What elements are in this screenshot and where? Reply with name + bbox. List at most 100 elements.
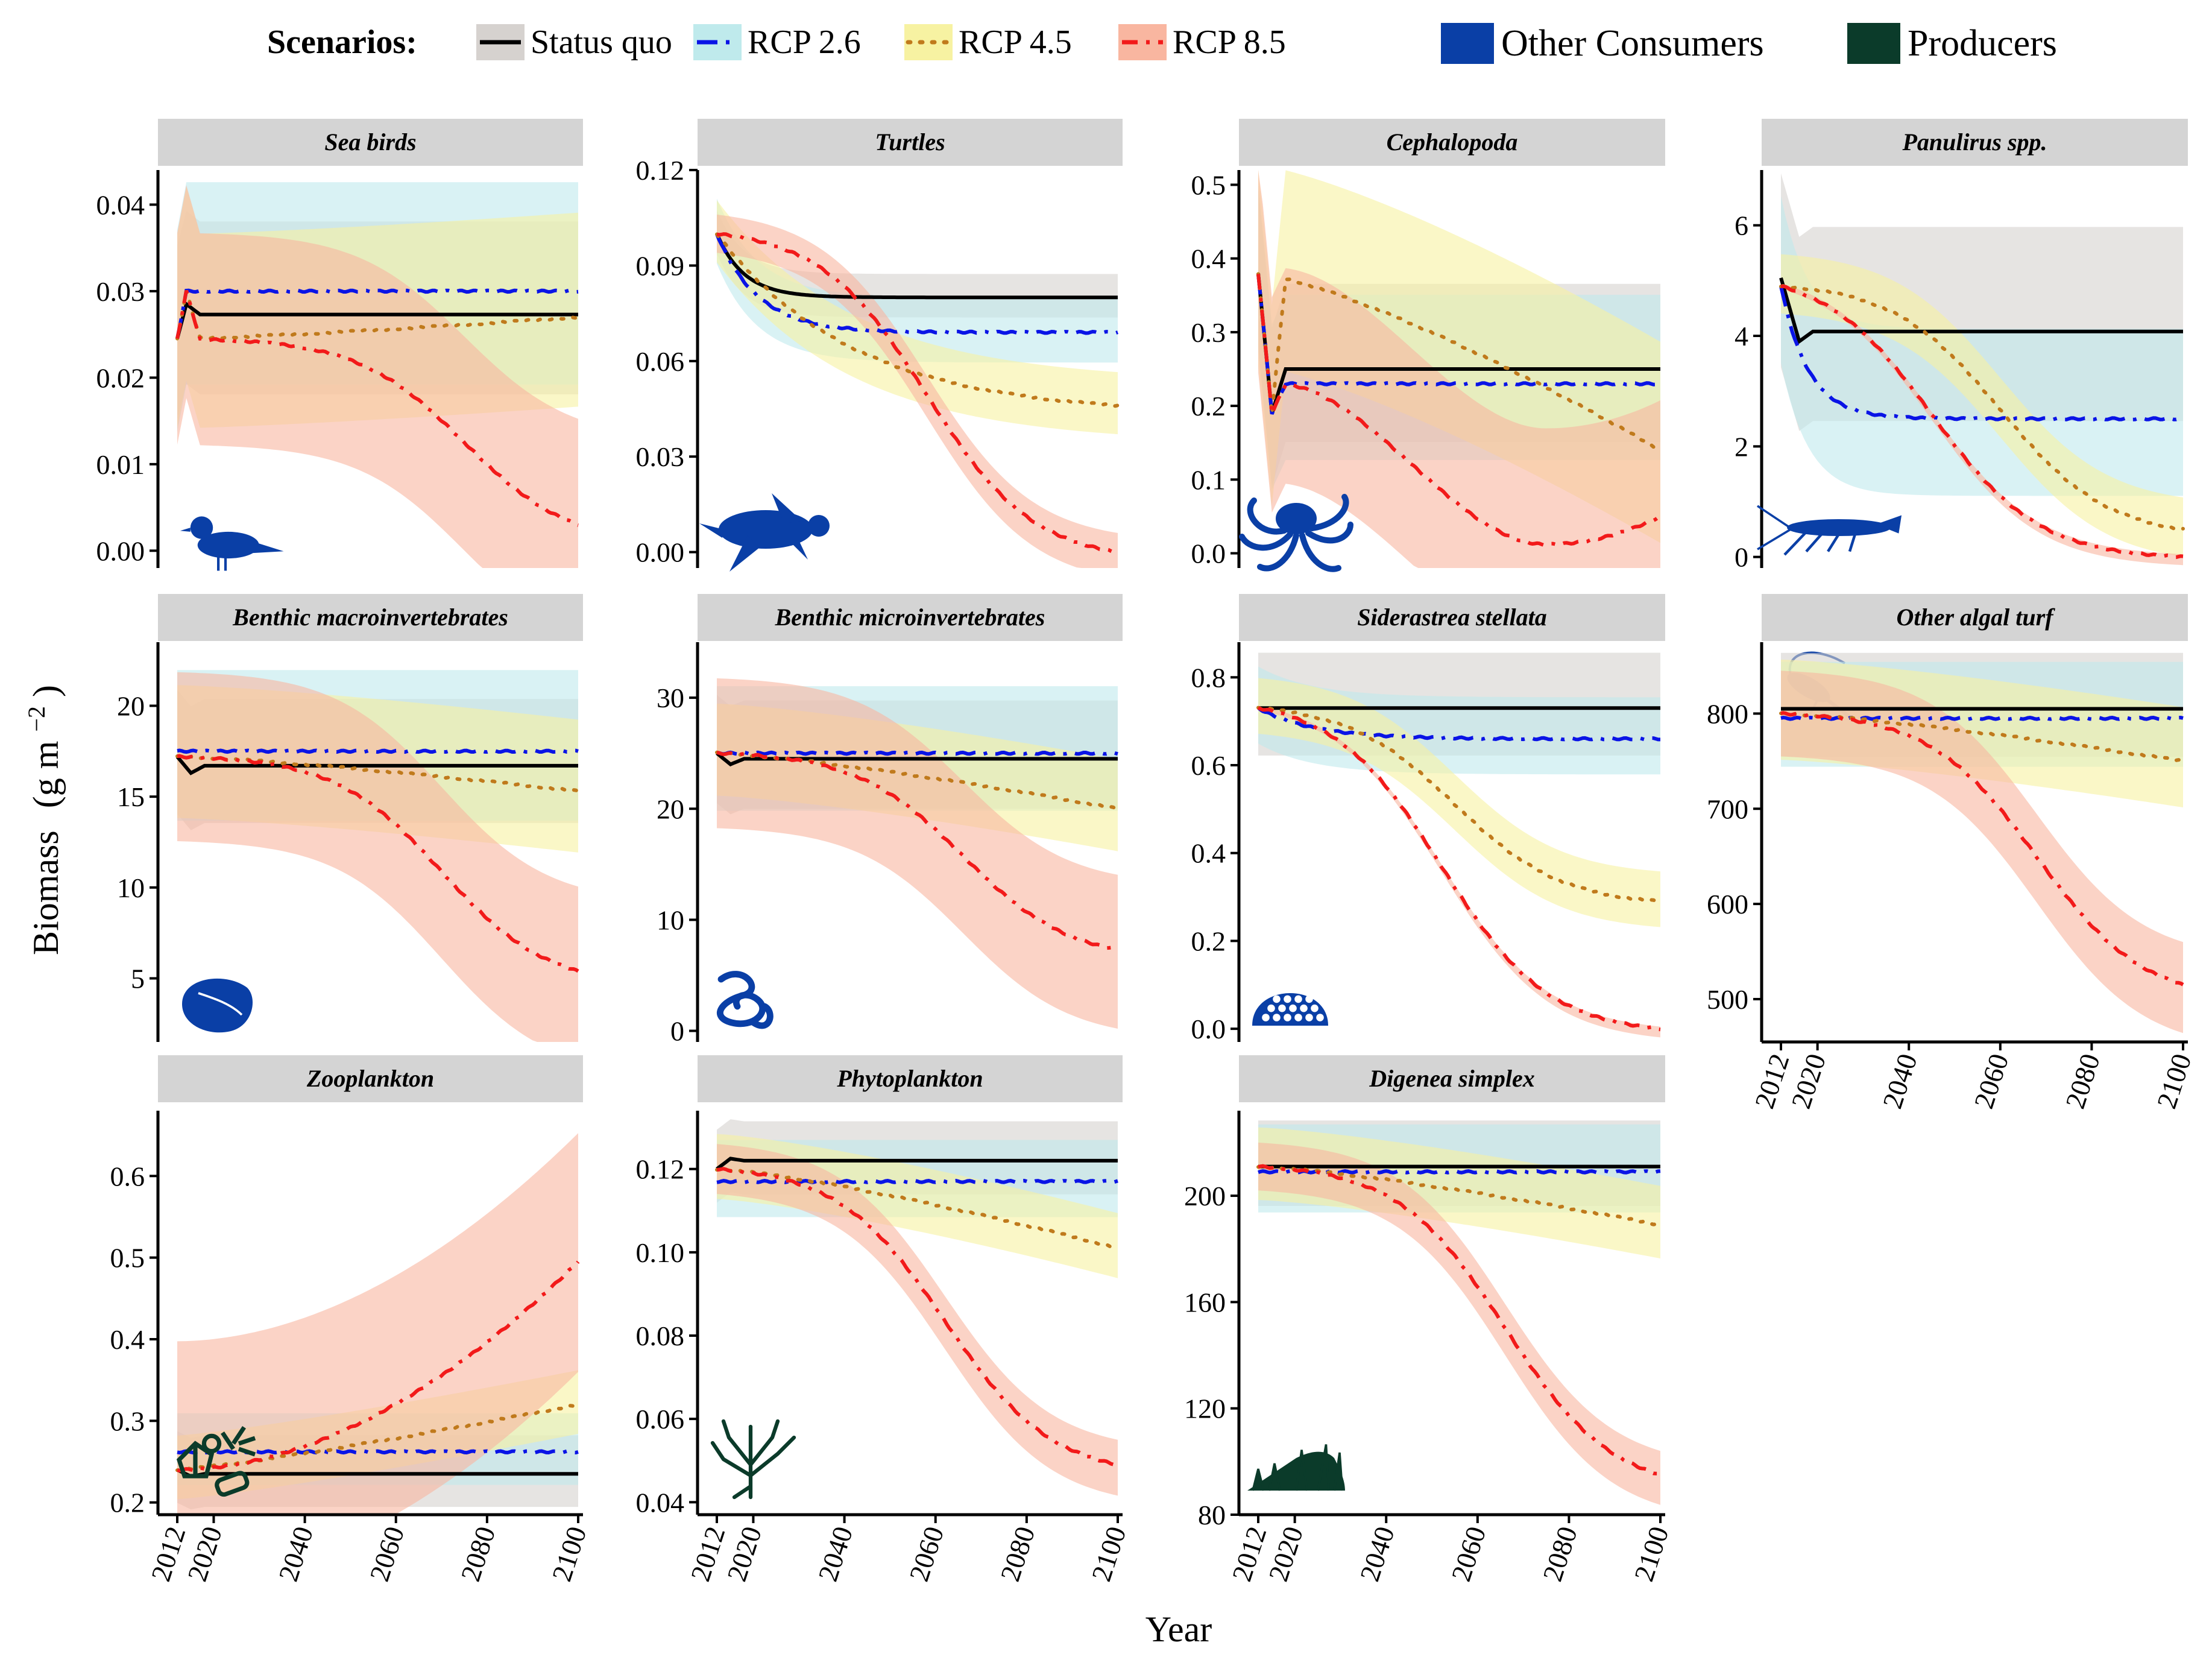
panel-header-siderastrea-stellata <box>1239 594 1665 641</box>
line-digenea-simplex-r45 <box>1256 1164 1662 1226</box>
line-benthic-macroinvertebrates-r26 <box>177 748 579 754</box>
band-panulirus-spp-r26 <box>1781 196 2183 496</box>
line-cephalopoda-sq <box>1256 273 1660 414</box>
band-turtles-r45 <box>717 200 1118 435</box>
line-siderastrea-stellata-r45 <box>1256 705 1662 904</box>
panel-header-turtles <box>698 119 1123 166</box>
panel-header-benthic-macroinvertebrates <box>158 594 583 641</box>
y-tick-label-cephalopoda: 0.2 <box>1191 391 1226 421</box>
y-tick-label-other-algal-turf: 800 <box>1707 698 1748 729</box>
panel-header-benthic-microinvertebrates <box>698 594 1123 641</box>
legend-group-producers: Producers <box>1847 23 2057 64</box>
panel-header-other-algal-turf <box>1762 594 2188 641</box>
y-tick-label-other-algal-turf: 500 <box>1707 984 1748 1015</box>
y-tick-label-siderastrea-stellata: 0.4 <box>1191 838 1226 869</box>
panel-title-benthic-macroinvertebrates: Benthic macroinvertebrates <box>232 604 508 631</box>
y-tick-label-benthic-microinvertebrates: 0 <box>670 1016 684 1047</box>
panel-title-siderastrea-stellata: Siderastrea stellata <box>1357 604 1546 631</box>
x-tick-label-zooplankton: 2060 <box>364 1523 410 1585</box>
algal-turf-icon <box>1246 1443 1346 1492</box>
y-tick-label-sea-birds: 0.01 <box>96 449 145 480</box>
x-tick-label-zooplankton: 2080 <box>455 1523 501 1585</box>
line-phytoplankton-r85 <box>716 1167 1118 1466</box>
panel-title-zooplankton: Zooplankton <box>306 1065 434 1092</box>
panel-siderastrea-stellata: Siderastrea stellata 0.0 0.2 0.4 0.6 0.8 <box>1191 594 1665 1044</box>
y-tick-label-benthic-macroinvertebrates: 10 <box>117 873 145 903</box>
line-sea-birds-r26 <box>175 288 579 339</box>
y-tick-label-digenea-simplex: 120 <box>1184 1393 1226 1424</box>
legend-group-consumers: Other Consumers <box>1441 23 1764 64</box>
y-tick-label-phytoplankton: 0.08 <box>636 1321 685 1351</box>
line-cephalopoda-r45 <box>1256 272 1662 452</box>
legend-item-r26: RCP 2.6 <box>693 24 861 61</box>
line-panulirus-spp-sq <box>1779 277 2183 345</box>
y-tick-label-digenea-simplex: 160 <box>1184 1287 1226 1318</box>
band-cephalopoda-r85 <box>1258 170 1660 568</box>
y-tick-label-cephalopoda: 0.1 <box>1191 464 1226 495</box>
y-tick-label-sea-birds: 0.02 <box>96 362 145 393</box>
band-phytoplankton-r85 <box>717 1144 1118 1496</box>
line-phytoplankton-sq <box>716 1157 1118 1171</box>
panel-panulirus-spp: Panulirus spp. 0 2 4 6 <box>1735 119 2188 573</box>
y-tick-label-phytoplankton: 0.12 <box>636 1154 685 1185</box>
octopus-icon <box>1242 497 1350 569</box>
panel-header-zooplankton <box>158 1055 583 1102</box>
y-axis-unit-exponent: −2 <box>23 706 50 732</box>
panel-header-digenea-simplex <box>1239 1055 1665 1102</box>
x-tick-label-other-algal-turf: 2080 <box>2059 1050 2106 1112</box>
line-phytoplankton-r45 <box>715 1166 1120 1250</box>
y-tick-label-turtles: 0.03 <box>636 441 685 472</box>
y-tick-label-other-algal-turf: 600 <box>1707 889 1748 920</box>
panel-title-turtles: Turtles <box>875 128 945 156</box>
y-tick-label-zooplankton: 0.4 <box>110 1324 145 1355</box>
line-other-algal-turf-r26 <box>1780 715 2184 721</box>
legend-group-producers-swatch <box>1847 23 1900 64</box>
x-tick-label-phytoplankton: 2040 <box>812 1523 859 1585</box>
y-tick-label-siderastrea-stellata: 0.2 <box>1191 926 1226 956</box>
legend-label-r26: RCP 2.6 <box>748 24 861 61</box>
panel-header-panulirus-spp <box>1762 119 2188 166</box>
y-tick-label-benthic-microinvertebrates: 20 <box>657 794 684 824</box>
x-tick-label-phytoplankton: 2100 <box>1086 1523 1132 1585</box>
line-benthic-macroinvertebrates-r85 <box>177 754 579 973</box>
y-tick-label-panulirus-spp: 6 <box>1735 210 1748 241</box>
y-tick-label-cephalopoda: 0.0 <box>1191 538 1226 569</box>
line-zooplankton-r45 <box>175 1403 580 1472</box>
x-tick-label-zooplankton: 2100 <box>546 1523 593 1585</box>
legend-label-r85: RCP 8.5 <box>1173 24 1286 61</box>
legend-title: Scenarios: <box>267 24 417 61</box>
panel-title-digenea-simplex: Digenea simplex <box>1369 1065 1534 1092</box>
line-benthic-macroinvertebrates-sq <box>175 755 578 775</box>
line-phytoplankton-r26 <box>716 1179 1118 1184</box>
band-other-algal-turf-r85 <box>1781 671 2183 1034</box>
y-tick-label-siderastrea-stellata: 0.6 <box>1191 750 1226 781</box>
y-tick-label-other-algal-turf: 700 <box>1707 794 1748 824</box>
x-tick-label-other-algal-turf: 2100 <box>2151 1050 2198 1112</box>
panel-title-benthic-microinvertebrates: Benthic microinvertebrates <box>775 604 1045 631</box>
legend-group-consumers-label: Other Consumers <box>1501 23 1764 64</box>
legend-label-r45: RCP 4.5 <box>959 24 1072 61</box>
x-tick-label-digenea-simplex: 2080 <box>1537 1523 1583 1585</box>
panel-header-phytoplankton <box>698 1055 1123 1102</box>
band-sea-birds-r85 <box>177 185 578 569</box>
y-tick-label-zooplankton: 0.5 <box>110 1243 145 1274</box>
y-tick-label-siderastrea-stellata: 0.0 <box>1191 1014 1226 1044</box>
line-panulirus-spp-r45 <box>1779 283 2185 531</box>
y-tick-label-panulirus-spp: 2 <box>1735 431 1748 462</box>
line-turtles-sq <box>715 233 1118 300</box>
panel-title-sea-birds: Sea birds <box>324 128 416 156</box>
line-digenea-simplex-r85 <box>1258 1164 1661 1476</box>
y-tick-label-benthic-microinvertebrates: 30 <box>657 683 684 713</box>
line-sea-birds-sq <box>175 301 578 339</box>
band-panulirus-spp-r85 <box>1781 283 2183 566</box>
panel-header-cephalopoda <box>1239 119 1665 166</box>
line-benthic-microinvertebrates-r45 <box>715 750 1120 812</box>
y-tick-label-sea-birds: 0.03 <box>96 276 145 307</box>
bird-icon <box>180 516 284 571</box>
line-benthic-microinvertebrates-sq <box>716 751 1118 767</box>
band-benthic-microinvertebrates-r85 <box>717 678 1118 1029</box>
legend-item-sq: Status quo <box>476 24 672 61</box>
x-axis-title: Year <box>1145 1609 1212 1649</box>
